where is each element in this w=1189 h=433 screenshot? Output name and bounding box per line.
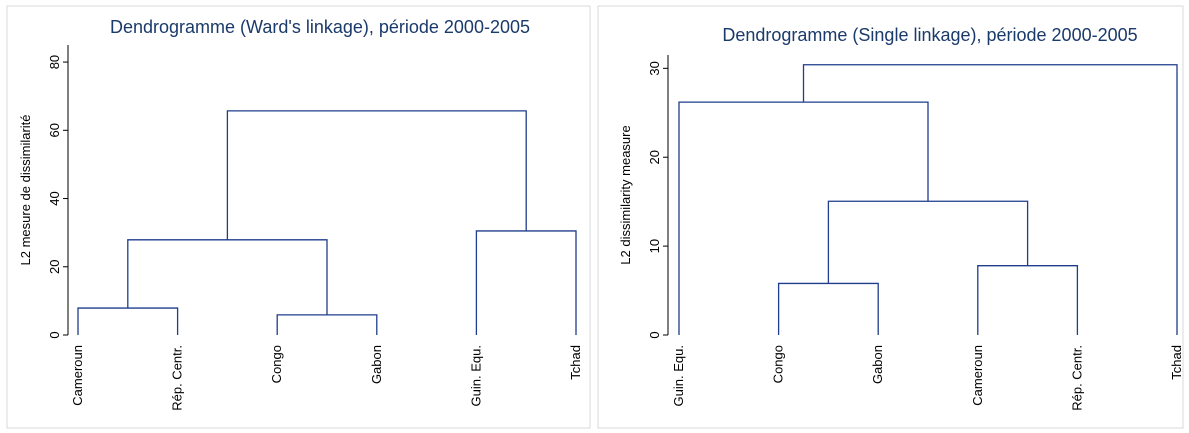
leaf-label: Rép. Centr. [1069,345,1084,411]
leaf-label: Guin. Equ. [468,345,483,406]
y-axis-label: L2 mesure de dissimilarité [18,114,33,265]
dendrogram-link [276,314,378,335]
dendrogram-link [226,110,527,240]
y-tick-label: 0 [47,331,62,338]
dendrogram-link [127,239,328,315]
y-tick-label: 40 [47,191,62,205]
leaf-label: Tchad [568,345,583,380]
panel [597,5,1184,429]
y-tick-label: 80 [47,55,62,69]
leaf-label: Cameroun [970,345,985,406]
dendrogram-link [802,64,1178,335]
leaf-label: Congo [771,345,786,383]
chart-title: Dendrogramme (Ward's linkage), période 2… [110,17,530,37]
dendrogram-link [977,265,1079,335]
leaf-label: Gabon [369,345,384,384]
panel [6,5,591,429]
y-tick-label: 10 [647,239,662,253]
leaf-label: Tchad [1169,345,1184,380]
leaf-label: Gabon [870,345,885,384]
leaf-label: Cameroun [70,345,85,406]
chart-title: Dendrogramme (Single linkage), période 2… [722,25,1137,45]
leaf-label: Congo [269,345,284,383]
y-tick-label: 30 [647,61,662,75]
y-axis-label: L2 dissimilarity measure [618,125,633,264]
y-tick-label: 20 [647,150,662,164]
y-tick-label: 0 [647,331,662,338]
y-tick-label: 60 [47,123,62,137]
leaf-label: Guin. Equ. [671,345,686,406]
y-tick-label: 20 [47,260,62,274]
leaf-label: Rép. Centr. [170,345,185,411]
